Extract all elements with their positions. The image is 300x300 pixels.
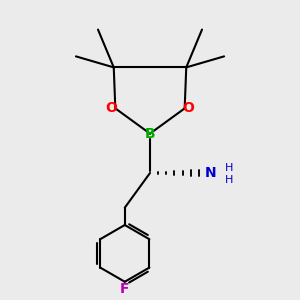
Text: H: H	[225, 163, 233, 172]
Text: H: H	[225, 175, 233, 185]
Text: F: F	[120, 282, 130, 296]
Text: B: B	[145, 127, 155, 141]
Text: O: O	[106, 101, 118, 116]
Text: N: N	[205, 166, 217, 180]
Text: O: O	[182, 101, 194, 116]
